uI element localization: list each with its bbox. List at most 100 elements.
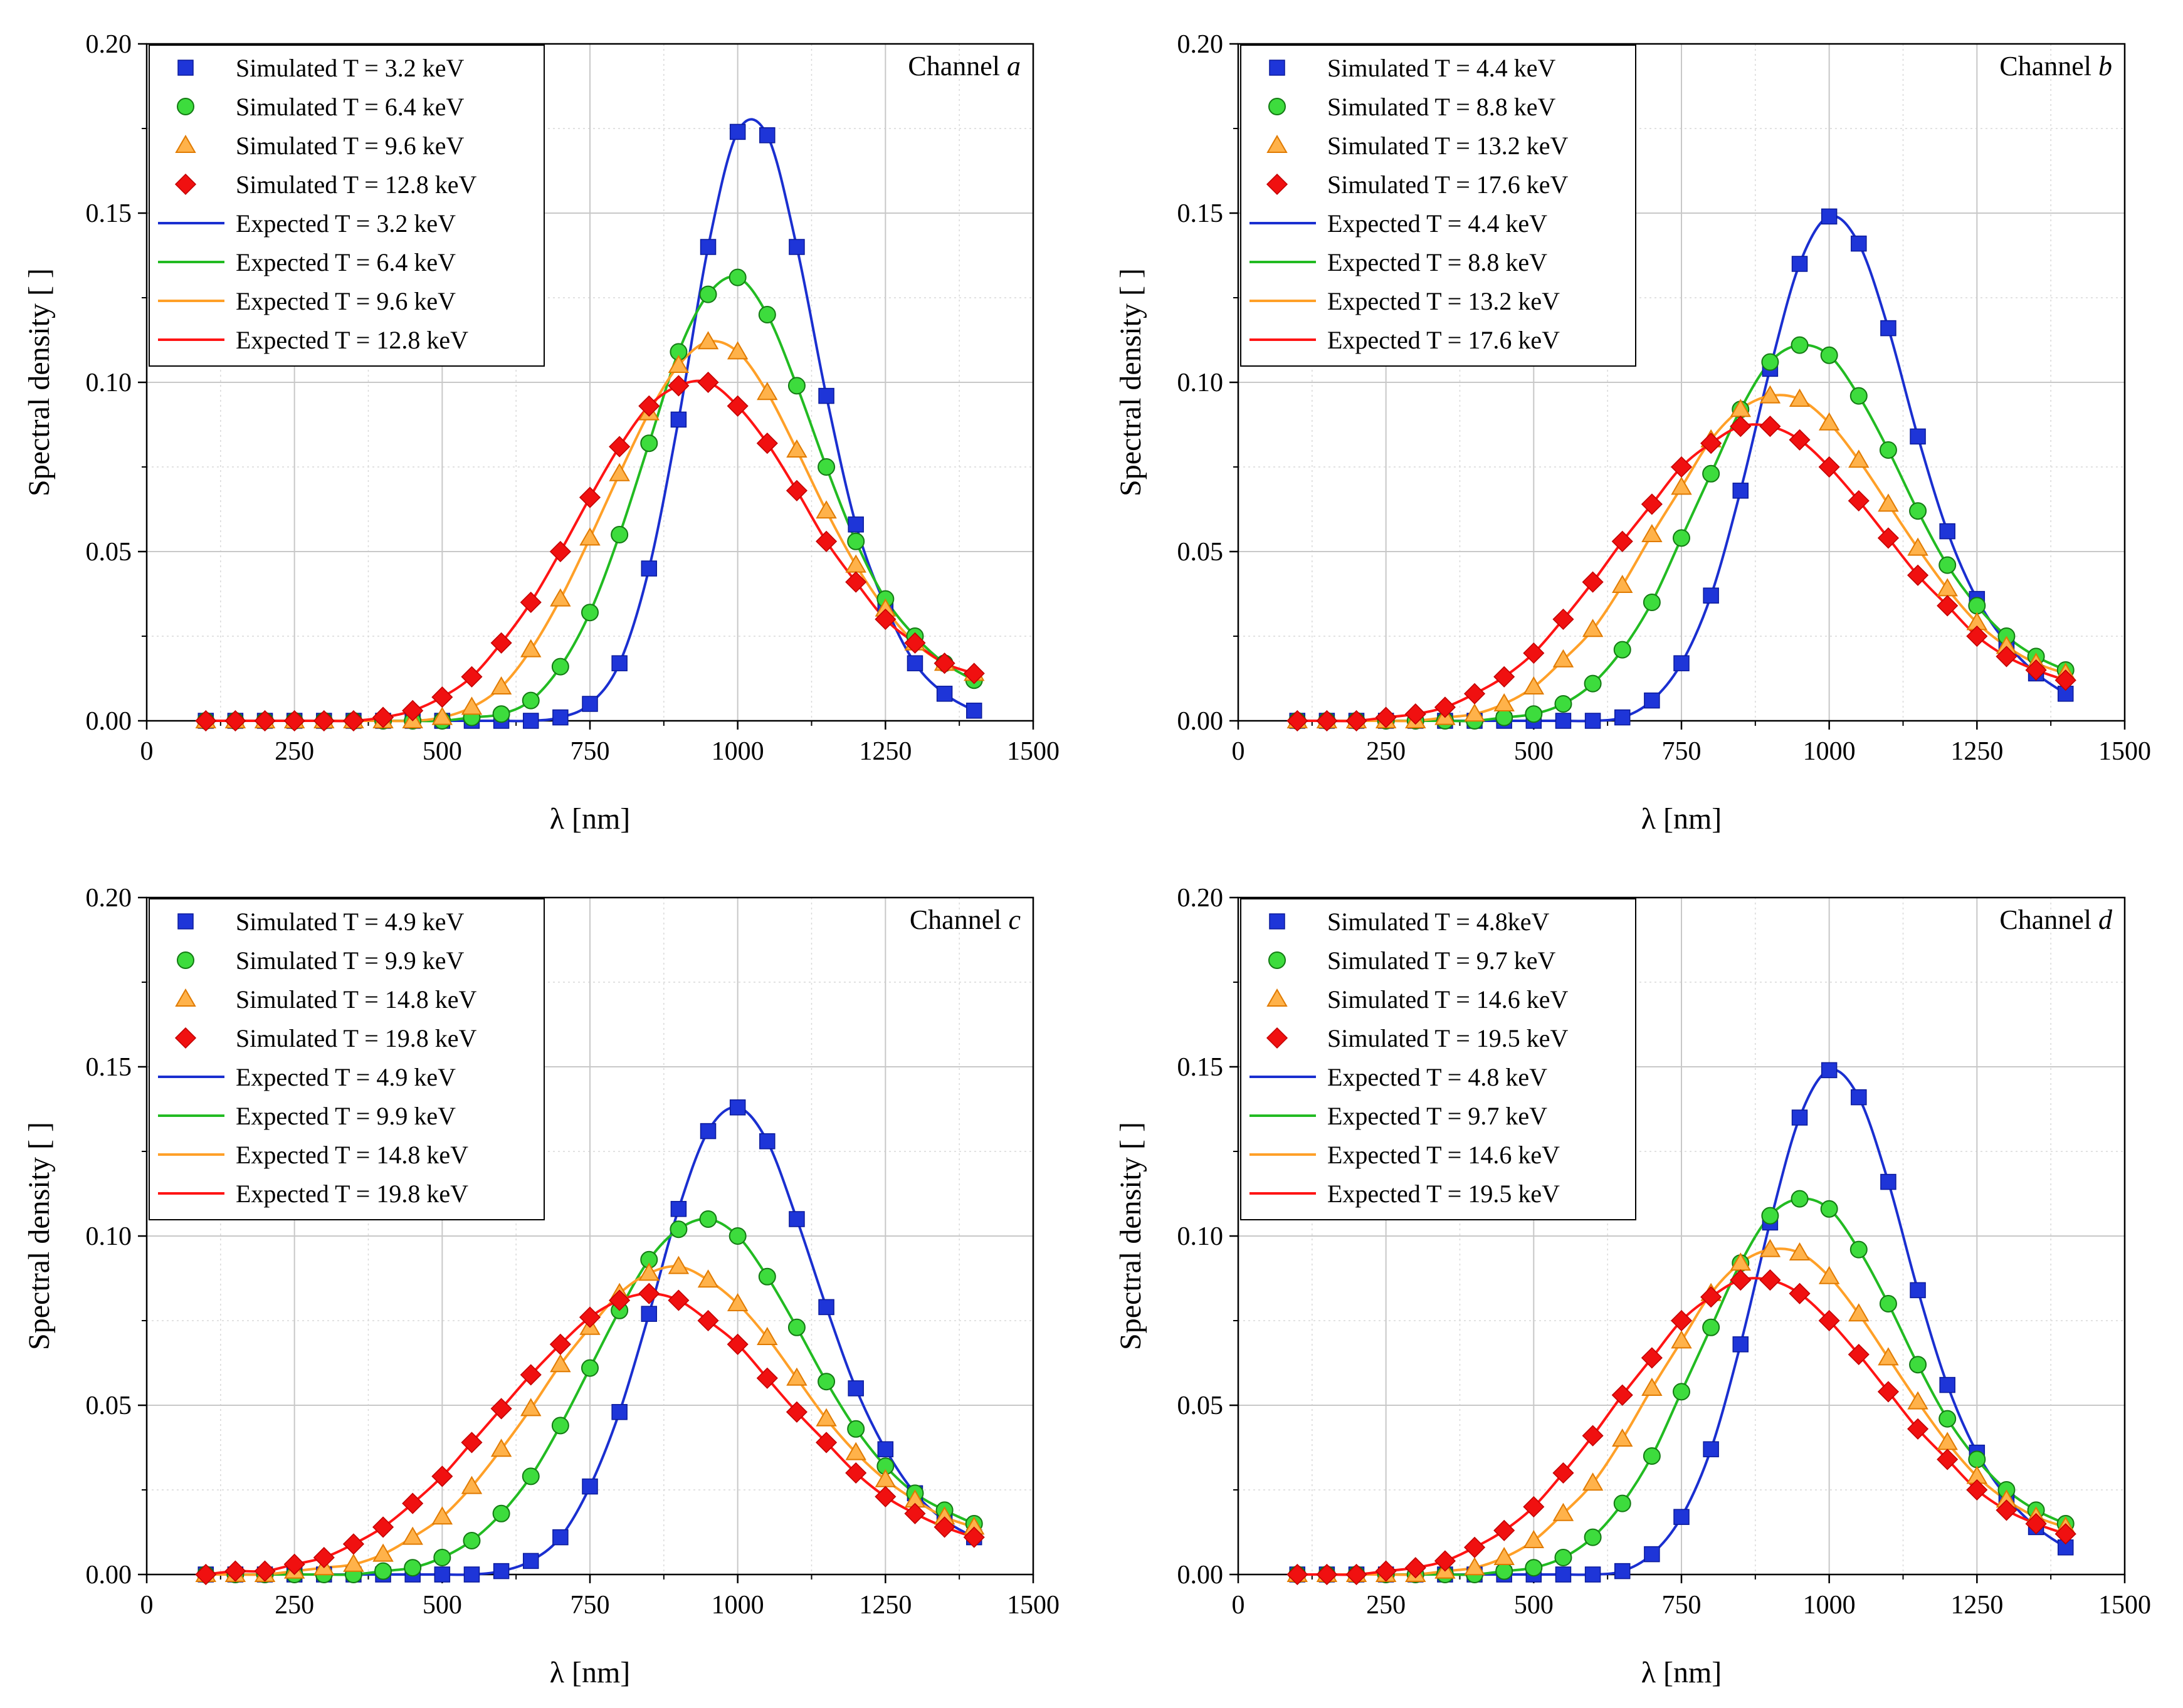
data-point-triangle (1464, 1557, 1485, 1576)
data-point-square (434, 1566, 451, 1583)
data-point-triangle (727, 1292, 749, 1311)
y-tick-label: 0.10 (86, 369, 132, 397)
legend-label: Expected T = 17.6 keV (1327, 326, 1560, 354)
data-point-square (1555, 713, 1572, 729)
y-tick-label: 0.20 (1177, 884, 1224, 913)
x-tick-label: 1250 (1950, 1591, 2003, 1620)
data-point-square (877, 1441, 894, 1457)
data-point-triangle (550, 588, 571, 607)
data-point-square (1851, 235, 1867, 252)
data-point-circle (1820, 1200, 1838, 1218)
data-point-diamond (254, 1560, 276, 1582)
data-point-diamond (697, 1309, 719, 1332)
data-point-diamond (1464, 683, 1486, 705)
data-point-circle (1938, 556, 1957, 574)
y-tick-label: 0.00 (86, 707, 132, 736)
data-point-circle (1761, 353, 1779, 371)
data-point-triangle (431, 706, 453, 725)
legend-label: Simulated T = 4.4 keV (1327, 54, 1556, 82)
data-point-circle (374, 1562, 392, 1580)
legend-label: Simulated T = 6.4 keV (236, 93, 465, 121)
data-point-circle (581, 1359, 599, 1377)
data-point-triangle (757, 1326, 778, 1345)
simulated-points (1286, 1062, 2076, 1586)
data-point-diamond (1818, 456, 1840, 478)
legend-label: Simulated T = 4.9 keV (236, 908, 465, 936)
legend-label: Expected T = 6.4 keV (236, 248, 456, 276)
data-point-triangle (1878, 493, 1899, 512)
legend-label: Simulated T = 3.2 keV (236, 54, 465, 82)
data-point-triangle (1671, 476, 1692, 495)
data-point-square (848, 1380, 864, 1396)
data-point-diamond (816, 1432, 838, 1454)
data-point-diamond (1730, 416, 1752, 437)
data-point-square (789, 1211, 805, 1227)
data-point-circle (818, 1373, 836, 1391)
data-point-triangle (461, 1475, 483, 1494)
data-point-diamond (786, 1401, 807, 1423)
legend-label: Simulated T = 19.8 keV (236, 1024, 477, 1052)
x-axis-label: λ [nm] (1641, 802, 1722, 836)
legend-marker-circle (1268, 98, 1286, 115)
data-point-square (582, 696, 598, 712)
data-point-circle (1879, 441, 1897, 459)
data-point-diamond (1434, 1550, 1456, 1572)
y-tick-label: 0.05 (86, 538, 132, 567)
x-axis-label: λ [nm] (550, 1656, 631, 1689)
data-point-square (552, 709, 569, 726)
data-point-triangle (520, 1398, 542, 1417)
data-point-square (1584, 1566, 1601, 1583)
data-point-square (1644, 692, 1660, 709)
legend-marker-square (177, 60, 194, 76)
data-point-triangle (786, 439, 807, 458)
x-tick-label: 250 (1366, 1591, 1406, 1620)
data-point-diamond (1700, 1286, 1722, 1308)
x-tick-label: 750 (571, 1591, 610, 1620)
data-point-diamond (1996, 646, 2017, 668)
data-point-diamond (195, 710, 217, 732)
legend-label: Expected T = 4.8 keV (1327, 1063, 1547, 1091)
chart-panel-channel-b: 0 250 500 750 1000 1250 1500 0.00 0.05 0.10 0.15 0.… (1092, 0, 2183, 854)
data-point-circle (492, 705, 510, 723)
data-point-circle (611, 526, 629, 543)
data-point-square (700, 239, 717, 255)
data-point-diamond (2025, 659, 2047, 681)
data-point-triangle (1523, 676, 1545, 694)
legend-label: Expected T = 13.2 keV (1327, 287, 1560, 315)
legend-box (1240, 45, 1636, 367)
data-point-diamond (402, 1492, 424, 1514)
data-point-diamond (520, 1364, 542, 1386)
legend-label: Expected T = 4.9 keV (236, 1063, 456, 1091)
data-point-diamond (431, 1465, 453, 1487)
data-point-square (641, 560, 658, 577)
x-axis-label: λ [nm] (1641, 1656, 1722, 1689)
data-point-circle (1909, 502, 1927, 520)
data-point-triangle (1582, 619, 1604, 637)
data-point-circle (729, 1227, 747, 1245)
data-point-diamond (1375, 1560, 1397, 1582)
data-point-square (818, 1299, 834, 1316)
data-point-diamond (520, 591, 542, 614)
legend-label: Simulated T = 8.8 keV (1327, 93, 1556, 121)
data-point-diamond (579, 1306, 601, 1328)
data-point-circle (492, 1504, 510, 1522)
data-point-circle (818, 458, 836, 476)
data-point-circle (522, 1467, 540, 1485)
data-point-square (670, 1201, 687, 1217)
y-tick-label: 0.15 (1177, 1053, 1224, 1082)
legend-marker-circle (177, 951, 194, 969)
data-point-diamond (963, 1526, 985, 1548)
data-point-circle (1525, 705, 1543, 723)
data-point-diamond (1818, 1309, 1840, 1332)
y-axis-label: Spectral density [ ] (1114, 1122, 1147, 1350)
legend-label: Simulated T = 9.7 keV (1327, 946, 1556, 975)
legend-box (1240, 898, 1636, 1220)
data-point-diamond (342, 1533, 364, 1555)
data-point-square (1732, 1336, 1749, 1353)
data-point-circle (1554, 695, 1572, 713)
simulated-points (195, 123, 985, 732)
data-point-diamond (1316, 1563, 1338, 1586)
data-point-triangle (1848, 1303, 1870, 1322)
legend-label: Expected T = 8.8 keV (1327, 248, 1547, 276)
data-point-triangle (550, 1354, 571, 1373)
